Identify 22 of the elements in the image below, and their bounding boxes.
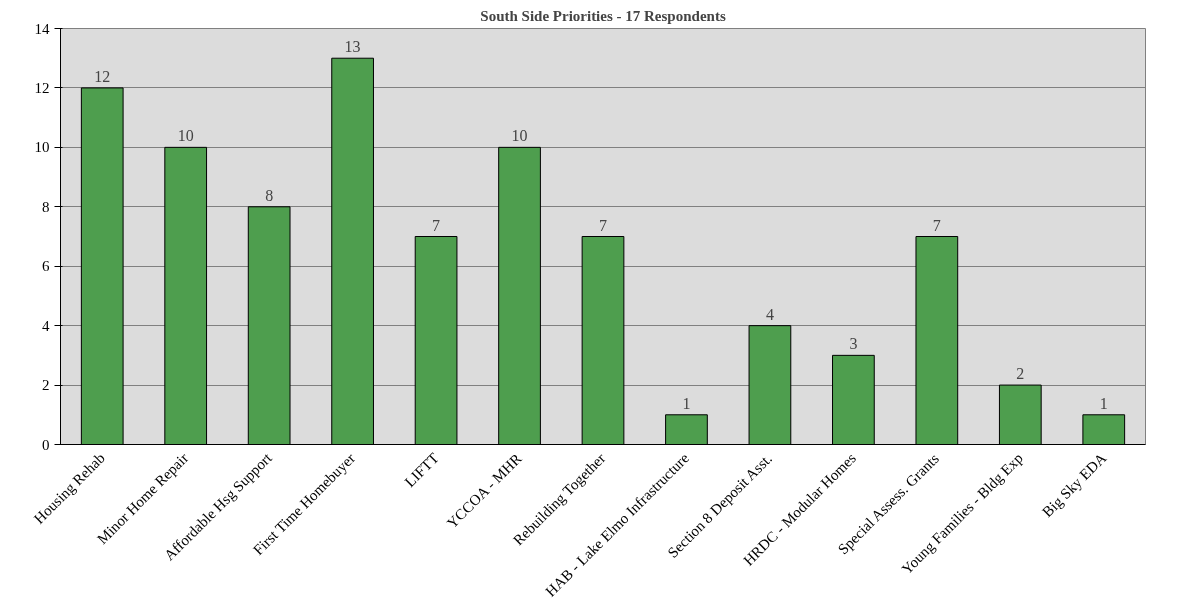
data-label: 13 — [344, 38, 361, 56]
y-tick-label: 12 — [34, 79, 50, 96]
data-label: 1 — [682, 394, 691, 412]
data-label: 12 — [94, 67, 111, 85]
data-label: 10 — [177, 127, 194, 145]
data-label: 7 — [432, 216, 441, 234]
data-label: 4 — [765, 305, 774, 323]
chart-title: South Side Priorities - 17 Respondents — [480, 7, 726, 24]
y-tick-label: 2 — [42, 377, 50, 394]
y-tick-label: 0 — [42, 436, 50, 453]
data-label: 3 — [849, 335, 858, 353]
data-label: 7 — [932, 216, 941, 234]
y-tick-label: 4 — [42, 317, 50, 334]
y-tick-label: 8 — [42, 198, 50, 215]
data-label: 10 — [511, 127, 528, 145]
data-label: 2 — [1016, 365, 1025, 383]
y-tick-label: 14 — [34, 20, 50, 37]
data-label: 7 — [599, 216, 607, 234]
y-tick-label: 10 — [34, 139, 50, 156]
y-tick-label: 6 — [42, 258, 50, 275]
data-label: 8 — [265, 186, 274, 204]
data-label: 1 — [1099, 394, 1108, 412]
